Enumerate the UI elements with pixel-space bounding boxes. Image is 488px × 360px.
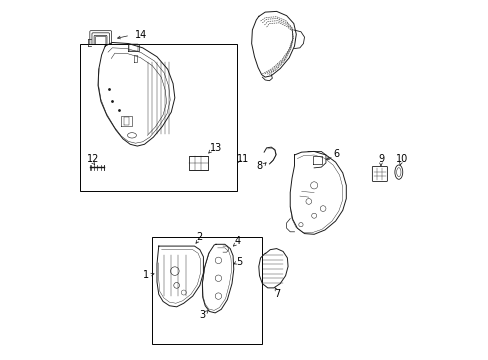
Text: 10: 10 <box>395 154 407 164</box>
FancyBboxPatch shape <box>92 33 109 50</box>
Text: 9: 9 <box>377 154 383 164</box>
Text: 11: 11 <box>236 154 248 163</box>
Text: 3: 3 <box>199 310 205 320</box>
Text: 6: 6 <box>332 149 339 159</box>
Text: 12: 12 <box>86 154 99 164</box>
Text: 1: 1 <box>143 270 149 280</box>
Text: 5: 5 <box>236 257 242 267</box>
Bar <box>80 44 237 191</box>
FancyBboxPatch shape <box>90 31 111 53</box>
Text: 2: 2 <box>196 232 203 242</box>
Ellipse shape <box>396 168 400 177</box>
Text: 8: 8 <box>256 161 263 171</box>
FancyBboxPatch shape <box>94 35 107 48</box>
Bar <box>151 237 262 344</box>
FancyBboxPatch shape <box>95 36 106 47</box>
Ellipse shape <box>394 165 402 179</box>
FancyBboxPatch shape <box>372 166 386 181</box>
Bar <box>189 156 207 170</box>
Ellipse shape <box>127 133 136 138</box>
Text: 7: 7 <box>274 289 280 298</box>
Text: 4: 4 <box>234 236 240 246</box>
Text: 14: 14 <box>135 30 147 40</box>
Text: 13: 13 <box>209 143 222 153</box>
